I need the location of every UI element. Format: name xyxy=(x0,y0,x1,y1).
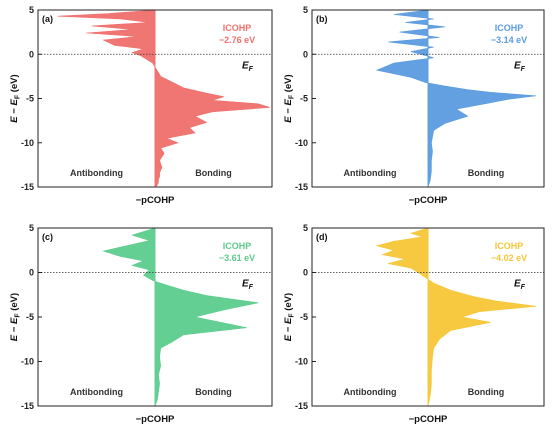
fermi-label: EF xyxy=(242,60,254,73)
fermi-label: EF xyxy=(514,60,526,73)
y-axis-label-text: E − EF (eV) xyxy=(283,293,296,341)
y-tick-label: -15 xyxy=(21,182,34,192)
y-tick-label: 0 xyxy=(303,268,308,278)
y-tick-label: 5 xyxy=(29,223,34,233)
bonding-label: Bonding xyxy=(195,387,232,397)
chart-panel: 5 0 -5 -10 -15 E − EF (eV) −pCOHP Antibonding Bo… xyxy=(9,223,273,425)
icohp-value: −2.76 eV xyxy=(219,35,255,45)
y-axis-label: E − EF (eV) xyxy=(9,74,22,122)
cohp-area xyxy=(57,9,270,188)
y-tick-label: 5 xyxy=(303,5,308,15)
cohp-area xyxy=(375,9,537,188)
fermi-label: EF xyxy=(514,279,526,292)
bonding-label: Bonding xyxy=(468,168,505,178)
x-axis-label: −pCOHP xyxy=(409,195,448,206)
icohp-title: ICOHP xyxy=(223,241,252,251)
antibonding-label: Antibonding xyxy=(344,168,397,178)
y-tick-label: -10 xyxy=(21,138,34,148)
chart-panel: 5 0 -5 -10 -15 E − EF (eV) −pCOHP Antibonding Bo… xyxy=(283,5,545,206)
icohp-value: −3.61 eV xyxy=(219,253,255,263)
panel-label: (b) xyxy=(316,14,328,24)
x-axis-label: −pCOHP xyxy=(136,195,175,206)
panel-label: (c) xyxy=(42,232,53,242)
y-axis-label: E − EF (eV) xyxy=(283,293,296,341)
y-tick-label: -10 xyxy=(21,357,34,367)
chart-panel: 5 0 -5 -10 -15 E − EF (eV) −pCOHP Antibonding Bo… xyxy=(283,223,545,425)
antibonding-label: Antibonding xyxy=(70,387,123,397)
icohp-value: −4.02 eV xyxy=(491,253,527,263)
y-tick-label: 0 xyxy=(303,49,308,59)
y-tick-label: -5 xyxy=(300,312,308,322)
antibonding-label: Antibonding xyxy=(344,387,397,397)
panel-label: (a) xyxy=(42,14,53,24)
icohp-title: ICOHP xyxy=(223,23,252,33)
y-tick-label: 5 xyxy=(29,5,34,15)
y-axis-label-text: E − EF (eV) xyxy=(9,293,22,341)
cohp-area xyxy=(102,227,259,407)
y-tick-label: -15 xyxy=(295,401,308,411)
chart-panel: 5 0 -5 -10 -15 E − EF (eV) −pCOHP Antibonding Bo… xyxy=(9,5,273,206)
y-axis-label-text: E − EF (eV) xyxy=(9,74,22,122)
icohp-title: ICOHP xyxy=(495,23,524,33)
cohp-area xyxy=(375,227,537,407)
x-axis-label: −pCOHP xyxy=(136,414,175,425)
icohp-value: −3.14 eV xyxy=(491,35,527,45)
panel-label: (d) xyxy=(316,232,328,242)
y-tick-label: -5 xyxy=(26,312,34,322)
y-tick-label: -15 xyxy=(21,401,34,411)
antibonding-label: Antibonding xyxy=(70,168,123,178)
y-axis-label: E − EF (eV) xyxy=(283,74,296,122)
y-tick-label: 0 xyxy=(29,268,34,278)
y-tick-label: -10 xyxy=(295,138,308,148)
y-tick-label: -15 xyxy=(295,182,308,192)
bonding-label: Bonding xyxy=(195,168,232,178)
y-tick-label: -10 xyxy=(295,357,308,367)
icohp-title: ICOHP xyxy=(495,241,524,251)
y-axis-label: E − EF (eV) xyxy=(9,293,22,341)
y-axis-label-text: E − EF (eV) xyxy=(283,74,296,122)
y-tick-label: -5 xyxy=(26,94,34,104)
y-tick-label: 5 xyxy=(303,223,308,233)
y-tick-label: -5 xyxy=(300,94,308,104)
fermi-label: EF xyxy=(242,279,254,292)
x-axis-label: −pCOHP xyxy=(409,414,448,425)
y-tick-label: 0 xyxy=(29,49,34,59)
bonding-label: Bonding xyxy=(468,387,505,397)
